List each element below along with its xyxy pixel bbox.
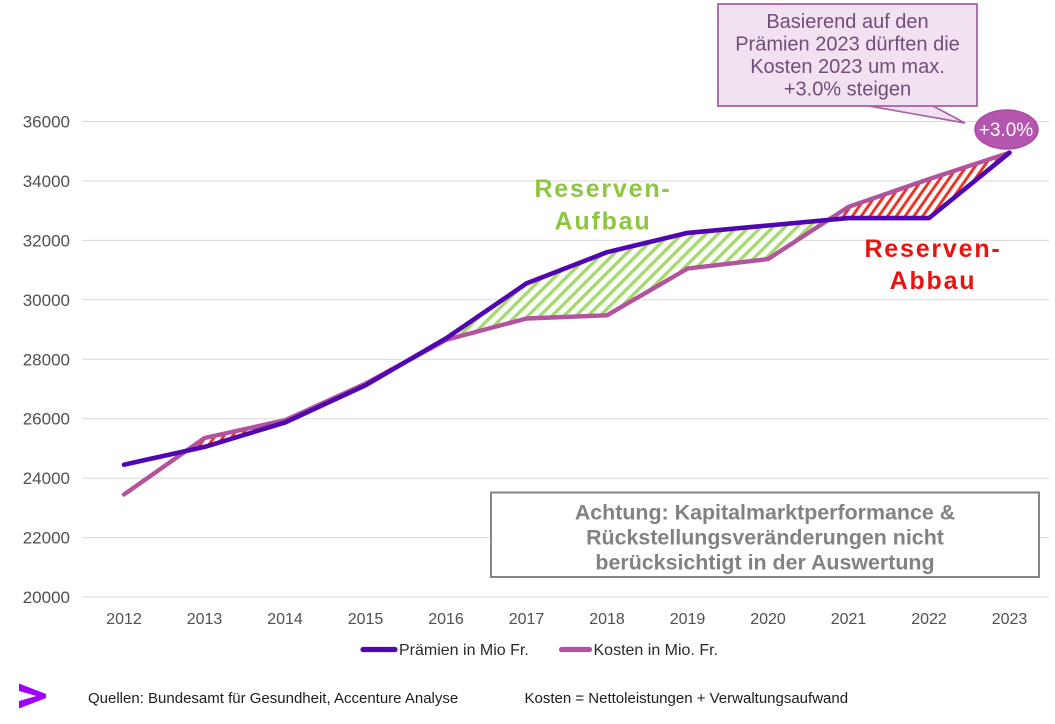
svg-text:Kosten = Nettoleistungen + Ver: Kosten = Nettoleistungen + Verwaltungsau…	[525, 690, 849, 707]
svg-text:2018: 2018	[589, 611, 625, 628]
svg-text:20000: 20000	[23, 588, 70, 607]
svg-text:Kosten 2023 um max.: Kosten 2023 um max.	[750, 56, 945, 78]
svg-text:2019: 2019	[670, 611, 706, 628]
svg-text:2016: 2016	[428, 611, 464, 628]
svg-text:2013: 2013	[187, 611, 223, 628]
svg-text:32000: 32000	[23, 231, 70, 250]
svg-text:Achtung: Kapitalmarktperforman: Achtung: Kapitalmarktperformance &	[575, 501, 955, 525]
svg-text:Reserven-: Reserven-	[864, 235, 1001, 263]
svg-text:2023: 2023	[992, 611, 1028, 628]
svg-text:24000: 24000	[23, 469, 70, 488]
svg-text:Prämien 2023 dürften die: Prämien 2023 dürften die	[735, 34, 960, 56]
svg-text:28000: 28000	[23, 350, 70, 369]
svg-text:34000: 34000	[23, 172, 70, 191]
svg-text:2020: 2020	[750, 611, 786, 628]
svg-text:Kosten in Mio. Fr.: Kosten in Mio. Fr.	[594, 642, 719, 659]
svg-text:Abbau: Abbau	[890, 267, 977, 295]
svg-text:+3.0% steigen: +3.0% steigen	[784, 79, 911, 101]
svg-text:2012: 2012	[106, 611, 142, 628]
svg-text:36000: 36000	[23, 113, 70, 132]
svg-text:Prämien in Mio Fr.: Prämien in Mio Fr.	[399, 642, 529, 659]
svg-text:2015: 2015	[348, 611, 384, 628]
svg-text:22000: 22000	[23, 529, 70, 548]
svg-text:2017: 2017	[509, 611, 545, 628]
svg-text:+3.0%: +3.0%	[979, 120, 1034, 141]
svg-text:Reserven-: Reserven-	[534, 175, 671, 203]
svg-text:Basierend auf den: Basierend auf den	[766, 11, 928, 33]
svg-text:26000: 26000	[23, 410, 70, 429]
svg-text:2021: 2021	[831, 611, 867, 628]
svg-text:Rückstellungsveränderungen nic: Rückstellungsveränderungen nicht	[586, 526, 944, 550]
svg-text:Aufbau: Aufbau	[555, 208, 652, 236]
svg-text:Quellen: Bundesamt für Gesundh: Quellen: Bundesamt für Gesundheit, Accen…	[88, 690, 458, 707]
svg-text:2014: 2014	[267, 611, 303, 628]
svg-text:30000: 30000	[23, 291, 70, 310]
svg-text:2022: 2022	[911, 611, 947, 628]
svg-text:berücksichtigt in der Auswertu: berücksichtigt in der Auswertung	[595, 551, 934, 575]
